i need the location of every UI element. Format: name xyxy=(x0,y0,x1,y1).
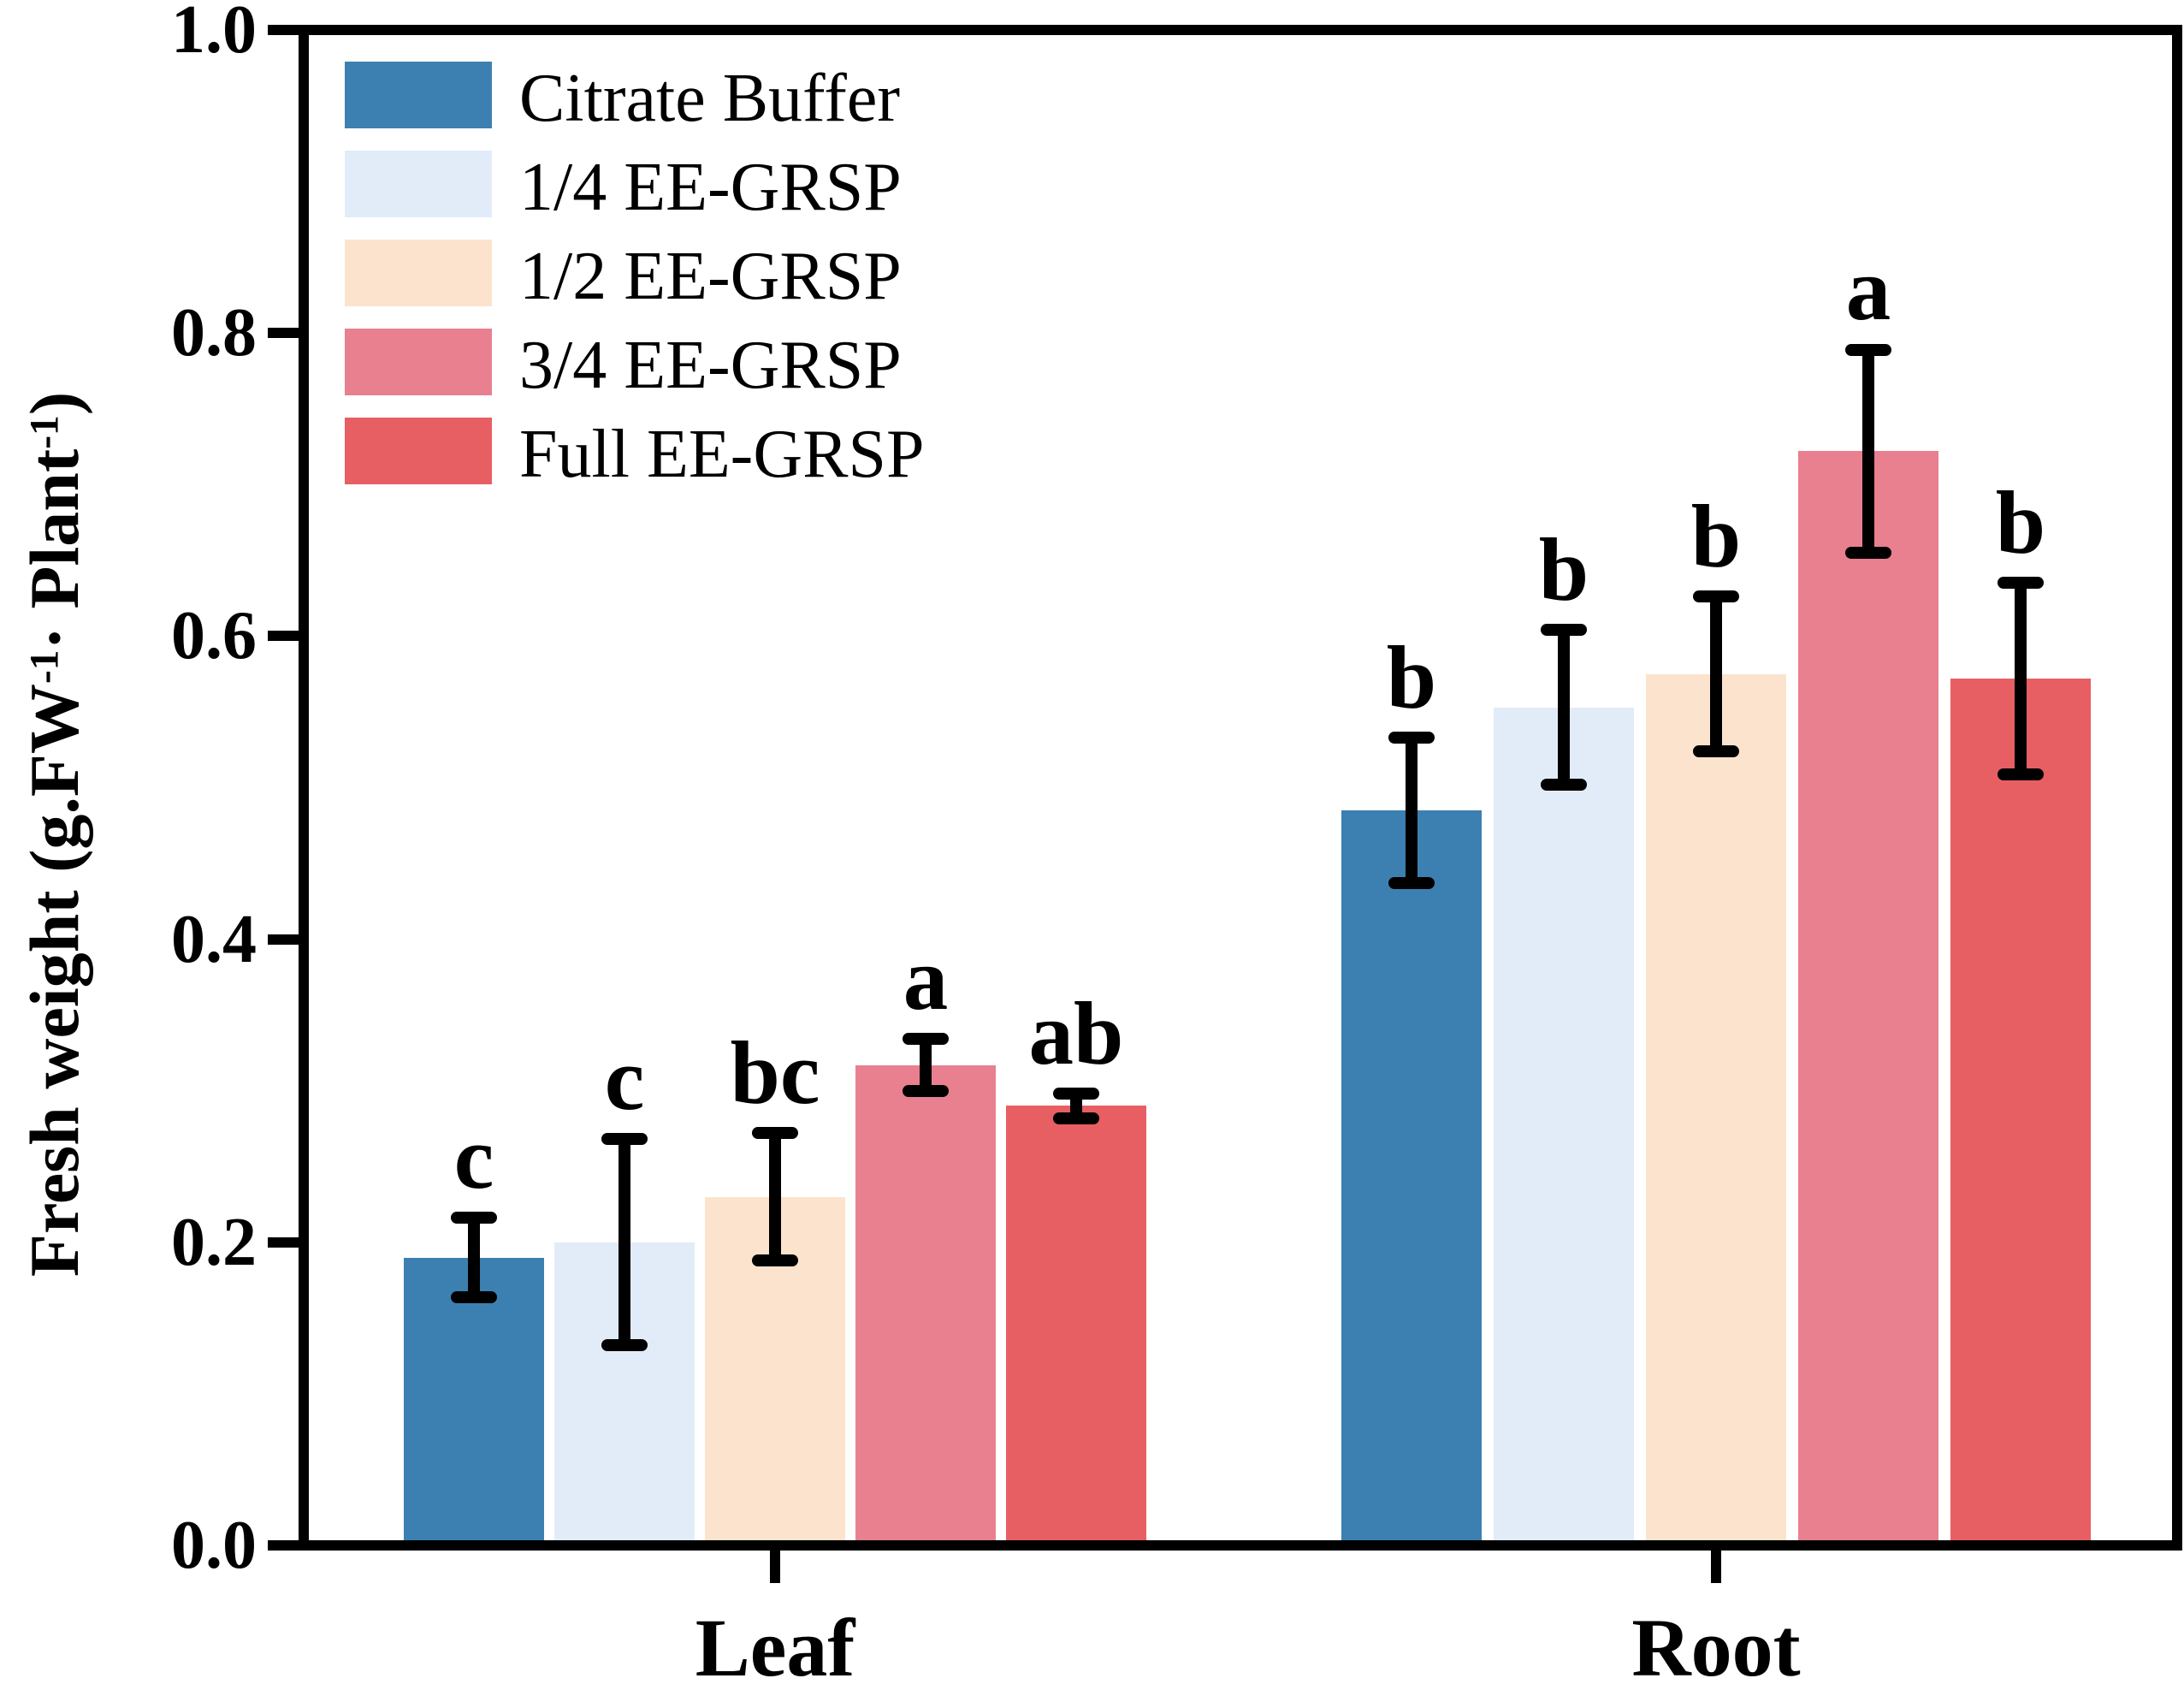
bar-leaf-5 xyxy=(1006,1106,1146,1545)
significance-letter: c xyxy=(453,1107,494,1207)
error-bar-line xyxy=(920,1039,932,1090)
x-category-label-leaf: Leaf xyxy=(695,1602,855,1690)
top-axis-spine xyxy=(299,25,2182,35)
error-bar-cap-top xyxy=(1388,732,1435,744)
significance-letter: bc xyxy=(730,1023,820,1123)
legend-label: 1/4 EE-GRSP xyxy=(519,150,902,225)
y-tick-label: 1.0 xyxy=(171,0,257,68)
error-bar-line xyxy=(2015,583,2027,774)
error-bar-line xyxy=(468,1218,480,1296)
bar-root-3 xyxy=(1646,674,1786,1545)
error-bar-cap-top xyxy=(451,1212,497,1224)
error-bar-cap-bottom xyxy=(601,1339,648,1351)
x-tick-mark xyxy=(1711,1551,1721,1583)
legend-swatch xyxy=(345,62,492,128)
error-bar-line xyxy=(1862,350,1874,553)
error-bar-cap-top xyxy=(1998,577,2044,589)
significance-letter: a xyxy=(903,928,949,1029)
y-axis-title: Fresh weight (g.FW-1· Plant-1) xyxy=(15,392,95,1277)
y-axis-spine xyxy=(299,25,309,1551)
y-tick-mark xyxy=(268,631,299,641)
legend-swatch xyxy=(345,418,492,484)
error-bar-line xyxy=(769,1133,781,1260)
y-tick-label: 0.6 xyxy=(171,598,257,673)
x-category-label-root: Root xyxy=(1631,1602,1801,1690)
legend-label: 1/2 EE-GRSP xyxy=(519,239,902,314)
significance-letter: c xyxy=(604,1029,645,1129)
error-bar-cap-bottom xyxy=(1053,1112,1099,1124)
bar-leaf-4 xyxy=(855,1065,996,1545)
y-axis-title-text: ) xyxy=(15,391,93,416)
legend-item: 3/4 EE-GRSP xyxy=(0,329,1112,400)
error-bar-line xyxy=(1558,630,1570,785)
significance-letter: ab xyxy=(1028,983,1124,1083)
error-bar-cap-bottom xyxy=(1541,779,1587,791)
right-axis-spine xyxy=(2172,25,2182,1551)
legend-item: 1/4 EE-GRSP xyxy=(0,151,1112,222)
y-axis-title-text: · Plant xyxy=(15,448,93,650)
error-bar-cap-bottom xyxy=(752,1254,798,1266)
legend-swatch xyxy=(345,151,492,217)
legend-swatch xyxy=(345,329,492,395)
y-tick-label: 0.0 xyxy=(171,1508,257,1583)
error-bar-cap-bottom xyxy=(451,1291,497,1303)
y-axis-title-text: Fresh weight (g.FW xyxy=(15,684,93,1278)
bar-leaf-1 xyxy=(404,1258,544,1545)
error-bar-cap-bottom xyxy=(1693,745,1739,757)
y-axis-title-superscript: -1 xyxy=(22,649,68,685)
y-tick-mark xyxy=(268,1237,299,1248)
bar-root-1 xyxy=(1341,810,1482,1545)
legend-item: 1/2 EE-GRSP xyxy=(0,240,1112,311)
error-bar-line xyxy=(1710,596,1722,751)
error-bar-cap-bottom xyxy=(1998,768,2044,780)
significance-letter: a xyxy=(1845,239,1891,339)
bar-root-2 xyxy=(1494,708,1634,1545)
legend-item: Citrate Buffer xyxy=(0,62,1112,133)
significance-letter: b xyxy=(1538,519,1589,620)
significance-letter: b xyxy=(1995,472,2046,572)
error-bar-cap-top xyxy=(752,1127,798,1139)
significance-letter: b xyxy=(1386,627,1437,727)
y-axis-title-superscript: -1 xyxy=(22,415,68,449)
error-bar-cap-bottom xyxy=(1388,877,1435,889)
x-axis-spine xyxy=(299,1540,2182,1551)
y-tick-label: 0.4 xyxy=(171,902,257,977)
x-tick-mark xyxy=(770,1551,780,1583)
bar-root-4 xyxy=(1798,451,1938,1545)
error-bar-cap-top xyxy=(1845,344,1891,356)
error-bar-line xyxy=(1406,738,1418,883)
error-bar-cap-bottom xyxy=(1845,547,1891,559)
error-bar-line xyxy=(619,1139,630,1345)
legend-swatch xyxy=(345,240,492,306)
legend-label: Full EE-GRSP xyxy=(519,417,925,492)
bar-root-5 xyxy=(1950,679,2091,1545)
legend-label: 3/4 EE-GRSP xyxy=(519,328,902,403)
error-bar-cap-top xyxy=(903,1033,949,1045)
error-bar-cap-top xyxy=(1693,590,1739,602)
y-tick-mark xyxy=(268,1540,299,1551)
y-tick-label: 0.8 xyxy=(171,295,257,371)
error-bar-cap-bottom xyxy=(903,1085,949,1097)
error-bar-line xyxy=(1070,1094,1082,1118)
y-tick-label: 0.2 xyxy=(171,1205,257,1280)
legend-item: Full EE-GRSP xyxy=(0,418,1112,489)
error-bar-cap-top xyxy=(601,1133,648,1145)
legend-label: Citrate Buffer xyxy=(519,61,901,136)
significance-letter: b xyxy=(1690,486,1742,586)
error-bar-cap-top xyxy=(1053,1088,1099,1100)
error-bar-cap-top xyxy=(1541,624,1587,636)
y-tick-mark xyxy=(268,934,299,945)
y-tick-mark xyxy=(268,328,299,338)
y-tick-mark xyxy=(268,25,299,35)
